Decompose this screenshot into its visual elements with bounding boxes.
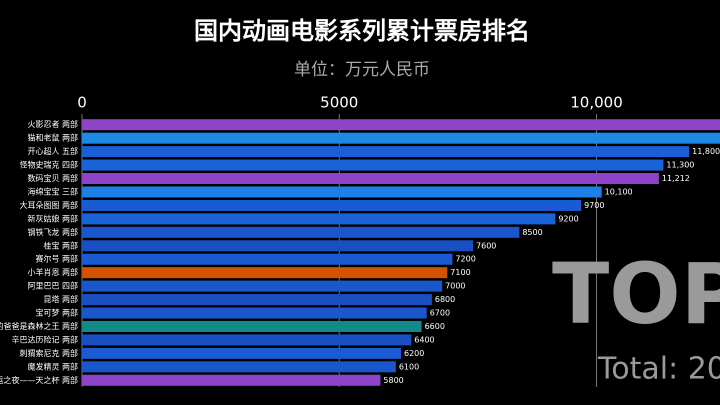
category-label: 宝可梦 两部 (35, 308, 78, 318)
category-label: 火影忍者 两部 (27, 119, 78, 129)
watermark: TOP20 (552, 245, 720, 343)
category-label: 猫和老鼠 两部 (27, 133, 78, 143)
category-label: 桂宝 两部 (43, 240, 78, 250)
category-label: 刺猬索尼克 两部 (19, 348, 78, 358)
category-label: 命运之夜——天之杯 两部 (0, 375, 78, 385)
bar (82, 186, 602, 198)
value-label: 11,212 (662, 174, 690, 183)
bar (82, 361, 396, 373)
category-label: 怪物史瑞克 四部 (19, 160, 78, 170)
value-label: 7000 (445, 282, 465, 291)
bar (82, 173, 659, 185)
category-label: 阿里巴巴 四部 (27, 281, 78, 291)
bar (82, 119, 720, 131)
bar (82, 199, 582, 211)
category-label: 钢铁飞龙 两部 (27, 227, 78, 237)
value-label: 8500 (522, 228, 542, 237)
category-label: 开心超人 五部 (27, 146, 78, 156)
bar (82, 280, 443, 292)
value-label: 10,100 (605, 187, 633, 196)
x-tick-label: 0 (77, 94, 87, 112)
bar (82, 294, 432, 306)
bar (82, 226, 520, 238)
value-label: 6100 (399, 362, 419, 371)
category-label: 小羊肖恩 两部 (27, 267, 78, 277)
category-label: 魔发精灵 两部 (27, 361, 78, 371)
bar (82, 374, 381, 386)
bar (82, 320, 422, 332)
bar (82, 146, 690, 158)
category-label: 数码宝贝 两部 (27, 173, 78, 183)
category-label: 赛尔号 两部 (35, 254, 78, 264)
category-label: 海绵宝宝 三部 (27, 186, 78, 196)
bar (82, 347, 401, 359)
value-label: 6400 (414, 335, 434, 344)
chart-subtitle: 单位：万元人民币 (294, 60, 430, 80)
x-tick-label: 5000 (320, 94, 358, 112)
value-label: 11,300 (666, 161, 694, 170)
category-label: 辛巴达历险记 两部 (11, 334, 78, 344)
value-label: 7600 (476, 241, 496, 250)
total-label: Total: 20 (597, 352, 720, 387)
category-label: 新灰姑娘 两部 (27, 213, 78, 223)
bar (82, 334, 412, 346)
value-label: 7100 (450, 268, 470, 277)
bar (82, 132, 720, 144)
value-label: 9200 (558, 214, 578, 223)
bar (82, 159, 664, 171)
bar (82, 213, 556, 225)
value-label: 6700 (430, 309, 450, 318)
value-label: 6200 (404, 349, 424, 358)
value-label: 6800 (435, 295, 455, 304)
category-label: 大耳朵图图 两部 (19, 200, 78, 210)
bar (82, 253, 453, 265)
chart-title: 国内动画电影系列累计票房排名 (194, 17, 530, 45)
value-label: 6600 (425, 322, 445, 331)
category-label: 昆塔 两部 (43, 294, 78, 304)
value-label: 9700 (584, 201, 604, 210)
bar (82, 267, 448, 279)
value-label: 11,800 (692, 147, 720, 156)
category-label: 我的爸爸是森林之王 两部 (0, 321, 78, 331)
value-label: 7200 (455, 255, 475, 264)
bar (82, 240, 474, 252)
bar (82, 307, 427, 319)
x-tick-label: 10,000 (570, 94, 623, 112)
value-label: 5800 (383, 376, 403, 385)
